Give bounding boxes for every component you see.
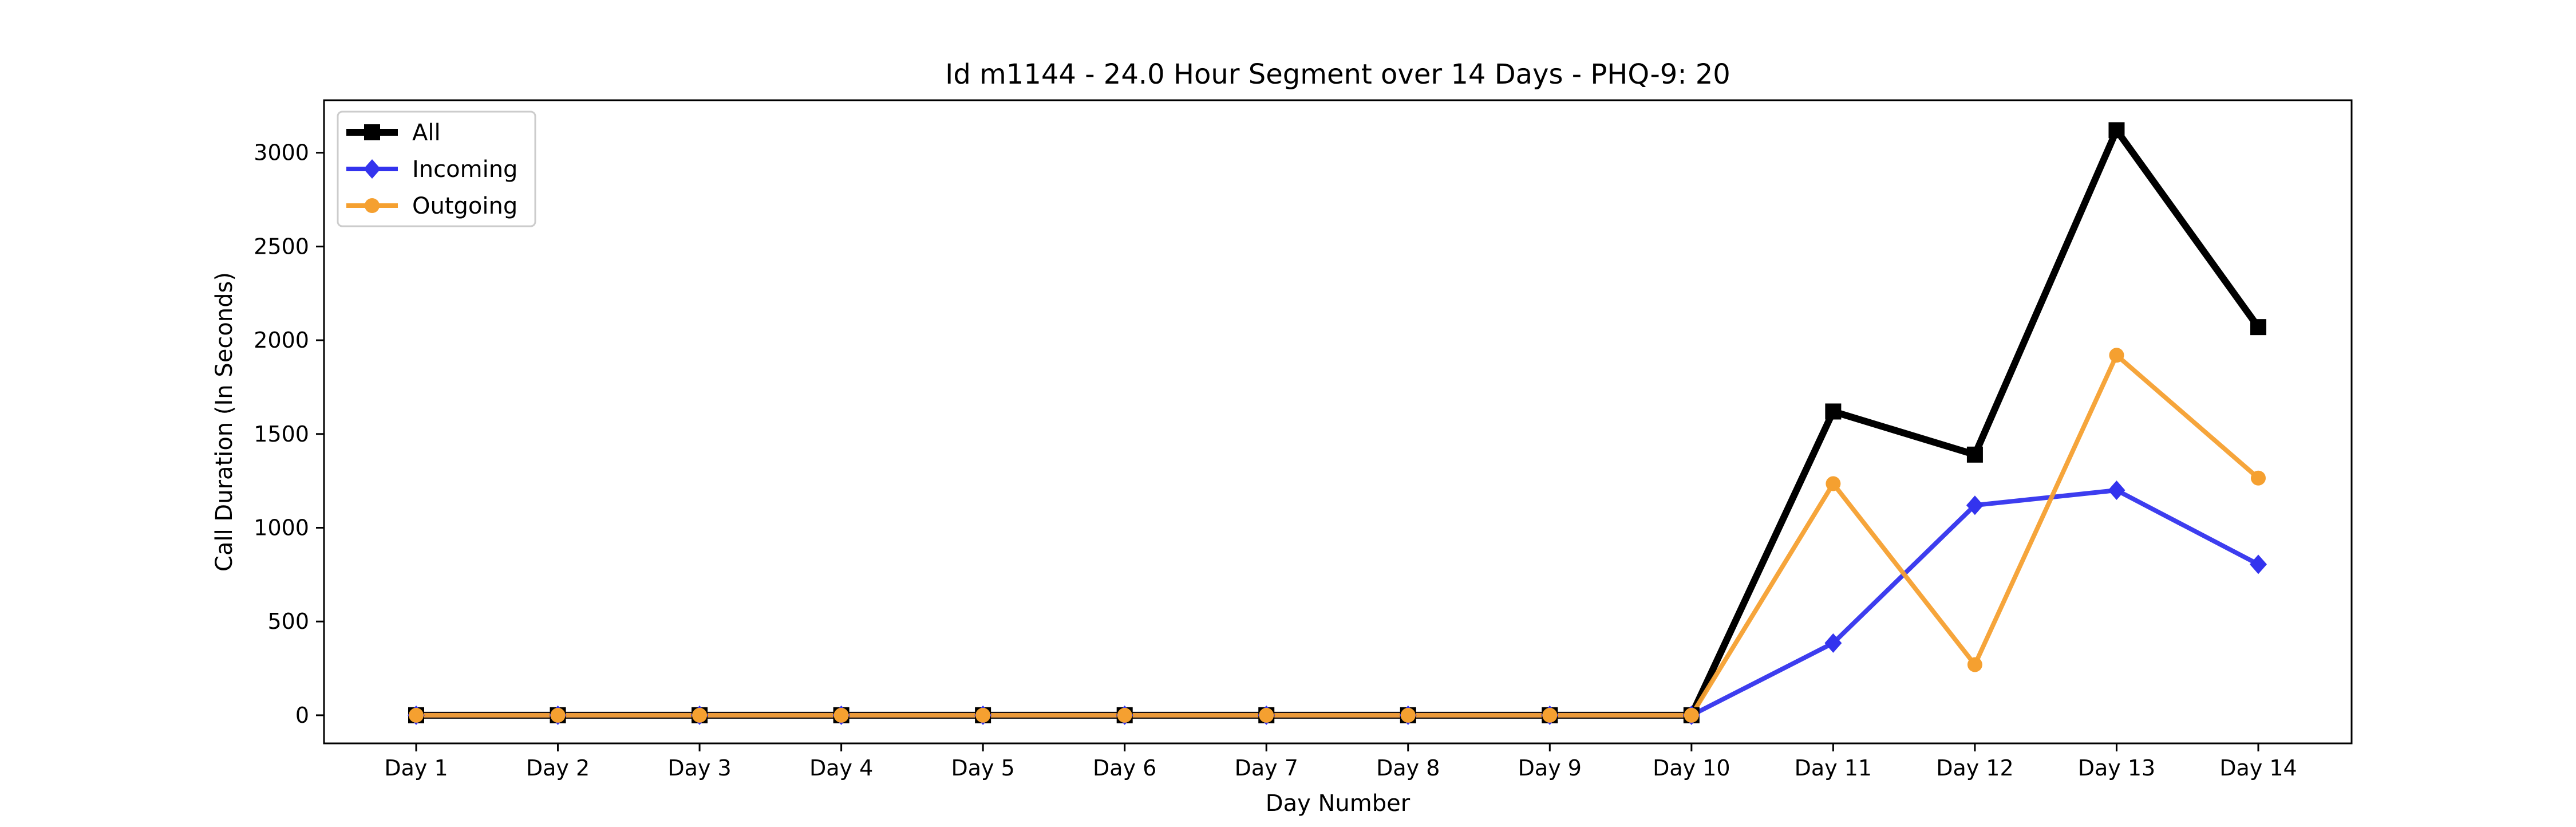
legend-marker-incoming [364,159,381,179]
legend-marker-all [364,124,380,140]
marker-incoming [1824,633,1842,653]
legend-label-outgoing: Outgoing [412,193,517,219]
x-tick-label: Day 2 [526,755,590,781]
marker-incoming [1966,495,1984,515]
x-tick-label: Day 5 [951,755,1015,781]
marker-outgoing [1684,707,1699,723]
series-line-outgoing [416,351,2260,718]
marker-outgoing [2109,348,2124,363]
marker-all [1825,403,1842,420]
marker-outgoing [1400,707,1416,723]
series-layer [408,122,2267,725]
x-tick-label: Day 10 [1653,755,1730,781]
x-tick-label: Day 6 [1093,755,1156,781]
y-tick-label: 0 [295,703,309,728]
marker-outgoing [975,707,991,723]
chart-title: Id m1144 - 24.0 Hour Segment over 14 Day… [945,58,1730,90]
marker-outgoing [1826,476,1841,491]
legend: All Incoming Outgoing [337,111,536,227]
x-tick-label: Day 3 [667,755,731,781]
marker-outgoing [692,707,708,723]
y-tick-label: 1000 [254,515,309,540]
legend-box [337,111,536,227]
y-tick-label: 2500 [254,234,309,259]
x-tick-label: Day 4 [809,755,873,781]
y-axis-title: Call Duration (In Seconds) [211,272,238,572]
marker-outgoing [2251,470,2266,486]
marker-outgoing [550,707,566,723]
x-tick-label: Day 8 [1376,755,1440,781]
marker-outgoing [409,707,424,723]
plot-frame [323,99,2353,745]
marker-incoming [2108,481,2125,501]
y-tick-label: 1500 [254,422,309,447]
x-tick-label: Day 1 [384,755,448,781]
marker-outgoing [1542,707,1558,723]
marker-incoming [2250,554,2267,574]
marker-outgoing [833,707,849,723]
x-tick-label: Day 9 [1518,755,1582,781]
legend-marker-outgoing [365,198,380,213]
y-tick-label: 3000 [254,140,309,166]
x-tick-label: Day 11 [1795,755,1872,781]
axes-layer: Day 1 Day 2 Day 3 Day 4 Day 5 Day 6 Day 7 Day 8… [254,99,2353,781]
marker-outgoing [1117,707,1132,723]
marker-all [1966,446,1983,463]
x-tick-label: Day 7 [1235,755,1298,781]
x-axis-title: Day Number [1266,790,1411,817]
marker-outgoing [1967,657,1982,672]
y-tick-label: 2000 [254,328,309,353]
x-tick-label: Day 12 [1936,755,2013,781]
x-tick-label: Day 14 [2219,755,2297,781]
x-tick-label: Day 13 [2078,755,2155,781]
marker-all [2250,319,2266,336]
legend-label-all: All [412,120,441,146]
marker-outgoing [1259,707,1274,723]
legend-label-incoming: Incoming [412,156,517,183]
y-tick-label: 500 [267,609,309,634]
marker-all [2108,122,2125,139]
